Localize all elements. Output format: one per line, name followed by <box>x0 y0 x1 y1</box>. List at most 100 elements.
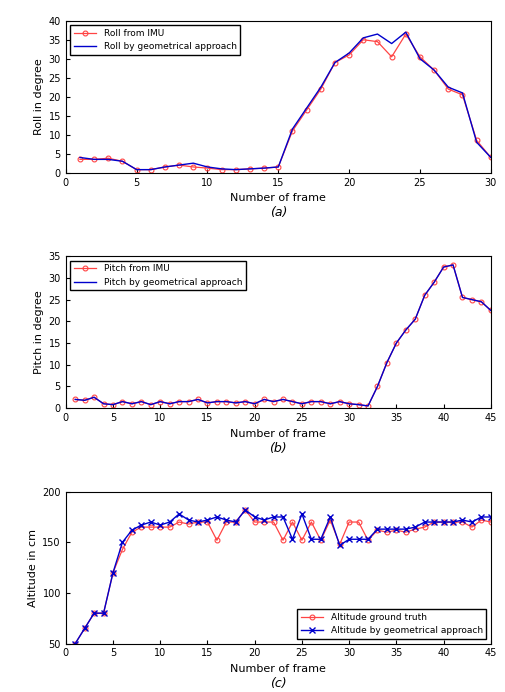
Altitude by geometrical approach <box>412 523 418 531</box>
Pitch from IMU <box>430 278 436 286</box>
Altitude by geometrical approach <box>374 525 380 534</box>
Roll from IMU <box>246 165 252 173</box>
Altitude by geometrical approach <box>279 513 285 521</box>
Pitch by geometrical approach <box>251 399 257 408</box>
Pitch from IMU <box>223 397 229 406</box>
Pitch by geometrical approach <box>204 399 210 407</box>
Altitude by geometrical approach <box>185 516 191 524</box>
Roll from IMU <box>119 157 125 165</box>
Altitude by geometrical approach <box>138 521 144 529</box>
Pitch by geometrical approach <box>129 399 135 408</box>
Altitude by geometrical approach <box>194 518 200 526</box>
Legend: Pitch from IMU, Pitch by geometrical approach: Pitch from IMU, Pitch by geometrical app… <box>70 261 245 291</box>
Roll by geometrical approach <box>303 104 309 112</box>
Roll from IMU <box>459 91 465 99</box>
Pitch from IMU <box>166 399 172 408</box>
Pitch from IMU <box>242 397 248 406</box>
Pitch from IMU <box>440 263 446 271</box>
Pitch by geometrical approach <box>412 315 418 323</box>
Pitch by geometrical approach <box>364 402 370 410</box>
Roll by geometrical approach <box>133 165 139 174</box>
Altitude ground truth <box>355 518 361 526</box>
Roll from IMU <box>77 155 83 163</box>
Roll from IMU <box>430 66 436 74</box>
Roll by geometrical approach <box>289 125 295 133</box>
Pitch by geometrical approach <box>308 397 314 406</box>
Pitch by geometrical approach <box>327 399 333 408</box>
Roll by geometrical approach <box>105 155 111 163</box>
Pitch from IMU <box>392 339 398 347</box>
Pitch by geometrical approach <box>110 401 116 409</box>
Altitude by geometrical approach <box>129 526 135 534</box>
Pitch from IMU <box>147 401 154 409</box>
Pitch by geometrical approach <box>157 397 163 406</box>
Altitude by geometrical approach <box>336 541 342 549</box>
Pitch from IMU <box>194 395 200 403</box>
Y-axis label: Pitch in degree: Pitch in degree <box>34 290 44 374</box>
Pitch by geometrical approach <box>421 291 427 300</box>
Altitude ground truth <box>223 518 229 526</box>
Pitch from IMU <box>157 397 163 406</box>
Altitude ground truth <box>440 518 446 526</box>
Pitch by geometrical approach <box>100 399 107 408</box>
Roll from IMU <box>162 163 168 171</box>
Altitude ground truth <box>176 518 182 526</box>
Pitch by geometrical approach <box>223 397 229 406</box>
Pitch by geometrical approach <box>317 397 323 406</box>
Line: Roll by geometrical approach: Roll by geometrical approach <box>80 32 490 170</box>
Roll from IMU <box>105 154 111 163</box>
Altitude ground truth <box>261 518 267 526</box>
Altitude by geometrical approach <box>327 513 333 521</box>
Altitude by geometrical approach <box>100 609 107 617</box>
Altitude by geometrical approach <box>364 535 370 543</box>
Altitude by geometrical approach <box>459 516 465 524</box>
Altitude ground truth <box>214 536 220 545</box>
Y-axis label: Altitude in cm: Altitude in cm <box>28 529 38 607</box>
Altitude by geometrical approach <box>166 518 172 526</box>
Pitch from IMU <box>270 397 276 406</box>
Roll from IMU <box>317 85 323 93</box>
Roll by geometrical approach <box>190 159 196 167</box>
Text: (b): (b) <box>269 441 286 455</box>
Altitude by geometrical approach <box>147 518 154 526</box>
Altitude by geometrical approach <box>214 513 220 521</box>
Pitch from IMU <box>72 395 78 403</box>
Altitude ground truth <box>374 526 380 534</box>
Legend: Altitude ground truth, Altitude by geometrical approach: Altitude ground truth, Altitude by geome… <box>296 610 485 639</box>
Legend: Roll from IMU, Roll by geometrical approach: Roll from IMU, Roll by geometrical appro… <box>70 26 240 55</box>
Roll from IMU <box>487 154 493 162</box>
Altitude by geometrical approach <box>430 518 436 526</box>
Altitude ground truth <box>308 518 314 526</box>
Roll by geometrical approach <box>416 55 422 63</box>
Roll from IMU <box>204 164 210 172</box>
Altitude by geometrical approach <box>289 535 295 543</box>
Text: (c): (c) <box>270 677 286 690</box>
Pitch from IMU <box>383 358 389 367</box>
Roll by geometrical approach <box>77 154 83 162</box>
Altitude by geometrical approach <box>270 513 276 521</box>
Altitude ground truth <box>289 518 295 526</box>
Pitch by geometrical approach <box>440 263 446 271</box>
Roll by geometrical approach <box>444 83 450 91</box>
Pitch by geometrical approach <box>194 395 200 403</box>
Pitch from IMU <box>214 397 220 406</box>
Pitch from IMU <box>232 399 238 407</box>
X-axis label: Number of frame: Number of frame <box>230 428 326 439</box>
Pitch by geometrical approach <box>402 326 408 334</box>
Pitch from IMU <box>449 261 455 269</box>
Line: Pitch by geometrical approach: Pitch by geometrical approach <box>75 265 490 406</box>
Altitude by geometrical approach <box>449 518 455 526</box>
Roll from IMU <box>473 136 479 145</box>
Altitude ground truth <box>72 639 78 648</box>
Altitude by geometrical approach <box>204 516 210 524</box>
Altitude by geometrical approach <box>440 518 446 526</box>
Pitch by geometrical approach <box>261 395 267 403</box>
Roll from IMU <box>345 51 351 59</box>
Pitch by geometrical approach <box>355 401 361 409</box>
Altitude by geometrical approach <box>392 525 398 534</box>
Pitch by geometrical approach <box>336 397 342 406</box>
Roll by geometrical approach <box>374 30 380 38</box>
Pitch from IMU <box>91 393 97 401</box>
Altitude ground truth <box>392 526 398 534</box>
Altitude ground truth <box>421 523 427 531</box>
